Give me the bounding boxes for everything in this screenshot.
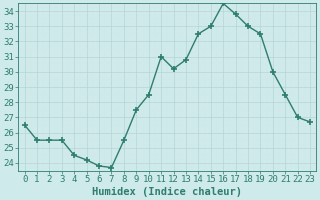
X-axis label: Humidex (Indice chaleur): Humidex (Indice chaleur) (92, 186, 242, 197)
